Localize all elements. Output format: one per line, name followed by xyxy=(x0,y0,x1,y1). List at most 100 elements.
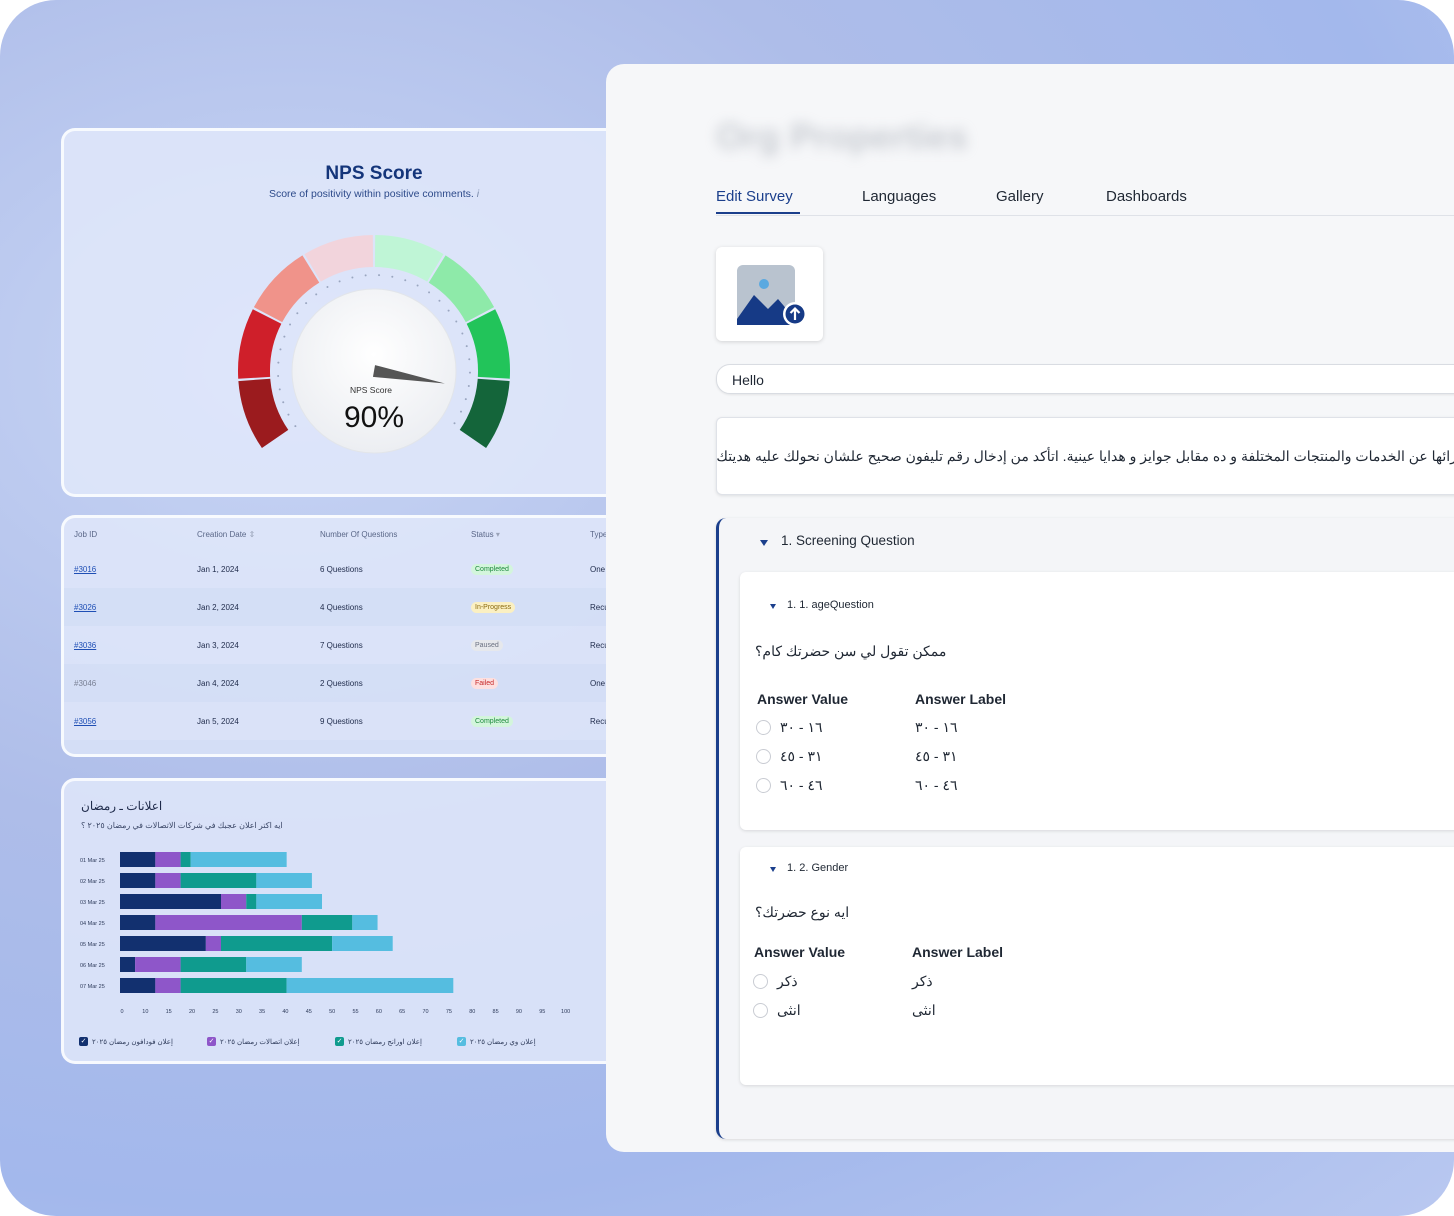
gauge-tick xyxy=(351,276,354,279)
bar-segment[interactable] xyxy=(246,894,257,909)
answer-radio[interactable] xyxy=(756,749,771,764)
gauge-tick xyxy=(455,320,458,323)
gauge-tick xyxy=(277,375,280,378)
checkbox-icon[interactable]: ✓ xyxy=(457,1037,466,1046)
x-tick-label: 55 xyxy=(352,1009,358,1015)
bar-segment[interactable] xyxy=(332,936,393,951)
table-row[interactable]: #3066Jan 6, 20245 QuestionsIn-ProgressRe… xyxy=(64,740,628,758)
legend-item[interactable]: ✓ إعلان اورانج رمضان ٢٠٢٥ xyxy=(335,1037,422,1046)
checkbox-icon[interactable]: ✓ xyxy=(207,1037,216,1046)
bar-segment[interactable] xyxy=(155,978,181,993)
survey-title-input[interactable]: Hello xyxy=(716,364,1454,394)
column-header[interactable]: Number Of Questions xyxy=(320,529,398,539)
question-count: 5 Questions xyxy=(310,740,461,754)
job-id-link[interactable]: #3016 xyxy=(74,564,97,574)
x-tick-label: 50 xyxy=(329,1009,335,1015)
gauge-value: 90% xyxy=(344,401,404,434)
answer-label: ١٦ - ٣٠ xyxy=(915,719,958,735)
bar-segment[interactable] xyxy=(120,936,206,951)
answer-radio[interactable] xyxy=(756,720,771,735)
bar-segment[interactable] xyxy=(301,915,353,930)
stacked-bar-chart: 01 Mar 25 02 Mar 25 03 Mar 25 04 Mar 25 05 M… xyxy=(80,852,570,1015)
nps-gauge: NPS Score 90% xyxy=(238,235,510,454)
bar-segment[interactable] xyxy=(135,957,181,972)
bar-segment[interactable] xyxy=(286,978,454,993)
legend-item[interactable]: ✓ إعلان فودافون رمضان ٢٠٢٥ xyxy=(79,1037,173,1046)
tab-languages[interactable]: Languages xyxy=(862,188,937,205)
gauge-tick xyxy=(326,286,329,289)
bar-segment[interactable] xyxy=(246,957,302,972)
gauge-segment xyxy=(466,309,510,379)
bar-segment[interactable] xyxy=(120,873,156,888)
column-header[interactable]: Creation Date ⇕ xyxy=(197,529,256,539)
gauge-segment xyxy=(238,309,282,379)
tab-edit-survey[interactable]: Edit Survey xyxy=(716,188,793,205)
category-label: 02 Mar 25 xyxy=(80,879,105,885)
creation-date: Jan 2, 2024 xyxy=(187,588,310,626)
bar-segment[interactable] xyxy=(180,978,287,993)
sort-icon[interactable]: ⇕ xyxy=(246,529,256,539)
survey-editor-panel: Org Properties Edit Survey Languages Gal… xyxy=(606,64,1454,1152)
bar-segment[interactable] xyxy=(205,936,221,951)
bar-segment[interactable] xyxy=(180,873,257,888)
table-row[interactable]: #3016 Jan 1, 2024 6 Questions Completed One … xyxy=(64,550,628,588)
bar-segment[interactable] xyxy=(120,978,156,993)
bar-segment[interactable] xyxy=(221,936,333,951)
image-upload-button[interactable] xyxy=(716,247,823,341)
answer-radio[interactable] xyxy=(753,974,768,989)
bar-segment[interactable] xyxy=(180,957,247,972)
answer-radio[interactable] xyxy=(753,1003,768,1018)
bar-segment[interactable] xyxy=(155,873,181,888)
question-header[interactable]: 1. 1. ageQuestion xyxy=(787,599,874,611)
legend-item[interactable]: ✓ إعلان وي رمضان ٢٠٢٥ xyxy=(457,1037,536,1046)
answer-label: ذكر xyxy=(912,973,933,989)
survey-description-input[interactable]: ن ارائها عن الخدمات والمنتجات المختلفة و… xyxy=(716,417,1454,495)
chevron-down-icon[interactable] xyxy=(770,867,776,872)
x-tick-label: 95 xyxy=(539,1009,545,1015)
nps-title: NPS Score xyxy=(325,163,423,184)
section-title[interactable]: 1. Screening Question xyxy=(781,533,915,548)
bar-segment[interactable] xyxy=(256,894,322,909)
answer-radio[interactable] xyxy=(756,778,771,793)
bar-segment[interactable] xyxy=(120,852,156,867)
status-badge: Failed xyxy=(471,677,499,689)
x-tick-label: 85 xyxy=(493,1009,499,1015)
tab-dashboards[interactable]: Dashboards xyxy=(1106,188,1187,205)
bar-segment[interactable] xyxy=(155,852,181,867)
column-header[interactable]: Job ID xyxy=(74,529,98,539)
bar-segment[interactable] xyxy=(352,915,378,930)
gauge-tick xyxy=(277,361,280,364)
bar-segment[interactable] xyxy=(190,852,287,867)
info-icon[interactable]: i xyxy=(476,188,480,200)
filter-icon[interactable]: ▾ xyxy=(493,529,500,539)
question-header[interactable]: 1. 2. Gender xyxy=(787,862,849,874)
checkbox-icon[interactable]: ✓ xyxy=(79,1037,88,1046)
bar-segment[interactable] xyxy=(180,852,191,867)
bar-segment[interactable] xyxy=(120,915,156,930)
chevron-down-icon[interactable] xyxy=(770,604,776,609)
bar-segment[interactable] xyxy=(221,894,247,909)
x-tick-label: 30 xyxy=(236,1009,242,1015)
tab-gallery[interactable]: Gallery xyxy=(996,188,1044,205)
checkbox-icon[interactable]: ✓ xyxy=(335,1037,344,1046)
bar-segment[interactable] xyxy=(120,957,136,972)
chevron-down-icon[interactable] xyxy=(760,540,768,546)
job-id-link[interactable]: #3036 xyxy=(74,640,97,650)
answer-label: ٣١ - ٤٥ xyxy=(915,748,958,764)
job-id-link[interactable]: #3066 xyxy=(74,755,96,758)
job-id-link[interactable]: #3056 xyxy=(74,716,97,726)
bar-segment[interactable] xyxy=(155,915,302,930)
bar-segment[interactable] xyxy=(120,894,221,909)
answer-value: انثى xyxy=(777,1002,801,1018)
legend-item[interactable]: ✓ إعلان اتصالات رمضان ٢٠٢٥ xyxy=(207,1037,299,1046)
chart-subtitle: ايه اكتر اعلان عجبك في شركات الاتصالات ف… xyxy=(81,821,283,830)
column-header[interactable]: Status ▾ xyxy=(471,529,500,539)
bar-segment[interactable] xyxy=(256,873,312,888)
job-id-link[interactable]: #3026 xyxy=(74,602,97,612)
gauge-tick xyxy=(283,335,286,338)
